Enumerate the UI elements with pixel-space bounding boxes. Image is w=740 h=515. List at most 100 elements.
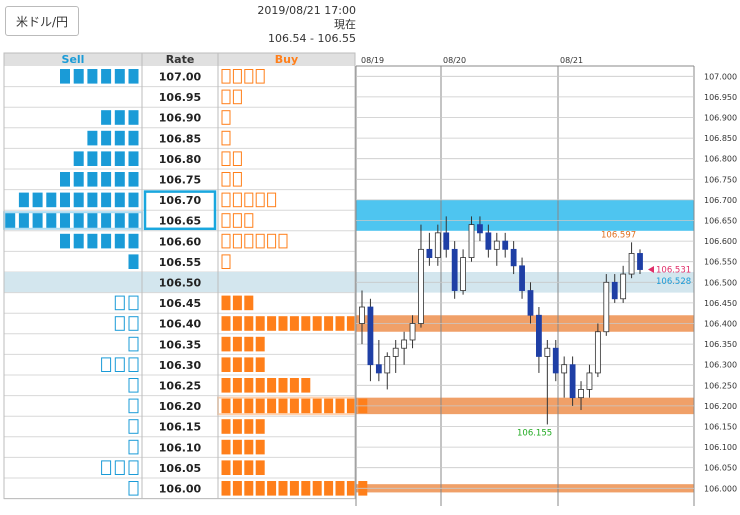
buy-order-box	[221, 398, 231, 414]
sell-order-box	[73, 69, 84, 84]
y-axis-label: 106.350	[704, 340, 737, 349]
buy-header: Buy	[275, 53, 298, 66]
buy-order-box	[221, 419, 231, 434]
y-axis-label: 106.700	[704, 196, 737, 205]
y-axis-label: 106.150	[704, 423, 737, 432]
buy-order-box	[324, 316, 334, 331]
buy-order-box	[289, 316, 299, 331]
currency-pair-button[interactable]: 米ドル/円	[5, 6, 79, 36]
sell-order-box	[101, 460, 112, 475]
sell-order-box	[73, 151, 84, 166]
y-axis-label: 106.200	[704, 402, 737, 411]
buy-order-box	[221, 481, 231, 496]
sell-order-box	[5, 213, 16, 228]
sell-order-box	[114, 151, 125, 166]
buy-order-box	[324, 481, 334, 496]
buy-order-box	[221, 460, 231, 475]
sell-order-box	[128, 233, 139, 249]
sell-order-box	[114, 110, 125, 125]
candle-body	[603, 281, 610, 333]
buy-order-box	[221, 69, 231, 84]
buy-order-box	[267, 316, 277, 331]
rate-label: 106.45	[159, 297, 201, 310]
buy-order-box	[267, 192, 277, 208]
rate-label: 106.50	[159, 277, 202, 290]
candle-body	[460, 257, 466, 291]
sell-order-box	[46, 192, 57, 208]
buy-order-box	[221, 151, 231, 166]
sell-order-box	[101, 213, 112, 228]
buy-order-box	[255, 481, 265, 496]
buy-order-box	[278, 316, 288, 331]
sell-order-box	[87, 233, 98, 249]
sell-order-box	[114, 130, 125, 146]
buy-order-box	[244, 316, 254, 331]
buy-order-box	[255, 233, 265, 249]
buy-order-box	[221, 110, 231, 125]
buy-order-box	[335, 316, 345, 331]
buy-order-box	[232, 419, 242, 434]
y-axis-label: 106.500	[704, 278, 737, 287]
sell-order-box	[87, 172, 98, 187]
sell-order-box	[128, 336, 139, 352]
x-axis-label: 08/20	[443, 56, 466, 65]
sell-order-box	[114, 357, 125, 372]
buy-order-box	[346, 481, 356, 496]
sell-order-box	[18, 192, 29, 208]
buy-order-box	[232, 357, 242, 372]
sell-order-box	[73, 233, 84, 249]
rate-label: 106.95	[159, 91, 201, 104]
sell-order-box	[128, 130, 139, 146]
sell-header: Sell	[62, 53, 85, 66]
sell-zone-band	[356, 199, 694, 221]
rate-label: 106.30	[159, 359, 202, 372]
buy-order-box	[346, 316, 356, 331]
candle-body	[510, 248, 517, 267]
sell-order-box	[73, 213, 84, 228]
y-axis-label: 106.800	[704, 155, 737, 164]
buy-order-box	[221, 192, 231, 208]
candle-body	[628, 253, 635, 275]
buy-order-box	[289, 481, 299, 496]
y-axis-label: 106.750	[704, 175, 737, 184]
rate-label: 106.40	[159, 318, 202, 331]
rate-header: Rate	[166, 53, 195, 66]
sell-zone-band	[356, 220, 694, 231]
buy-order-box	[289, 398, 299, 414]
y-axis-label: 106.600	[704, 237, 737, 246]
high-annotation: 106.597	[601, 230, 636, 240]
buy-order-box	[244, 481, 254, 496]
buy-order-box	[232, 233, 242, 249]
buy-order-box	[278, 398, 288, 414]
buy-order-box	[335, 481, 345, 496]
sell-order-box	[101, 110, 112, 125]
y-axis-label: 106.900	[704, 114, 737, 123]
buy-order-box	[221, 295, 231, 311]
buy-order-box	[221, 213, 231, 228]
sell-order-box	[46, 213, 57, 228]
buy-order-box	[255, 419, 265, 434]
candle-body	[468, 224, 475, 258]
candle-body	[359, 306, 365, 324]
rate-label: 106.00	[159, 483, 202, 496]
sell-order-box	[128, 378, 139, 393]
buy-order-box	[278, 481, 288, 496]
candle-body	[451, 248, 458, 291]
buy-order-box	[232, 172, 242, 187]
buy-order-box	[221, 89, 231, 105]
buy-order-box	[301, 481, 311, 496]
candle-body	[569, 364, 576, 399]
buy-order-box	[232, 398, 242, 414]
sell-order-box	[73, 192, 84, 208]
candle-body	[384, 356, 391, 374]
ask-annotation: 106.531	[656, 266, 691, 276]
candle-body	[477, 224, 483, 234]
candle-body	[620, 273, 627, 300]
sell-order-box	[101, 233, 112, 249]
sell-order-box	[128, 398, 139, 414]
sell-order-box	[128, 172, 139, 187]
sell-order-box	[60, 213, 70, 228]
candle-body	[401, 339, 408, 349]
y-axis-label: 107.000	[704, 72, 737, 81]
